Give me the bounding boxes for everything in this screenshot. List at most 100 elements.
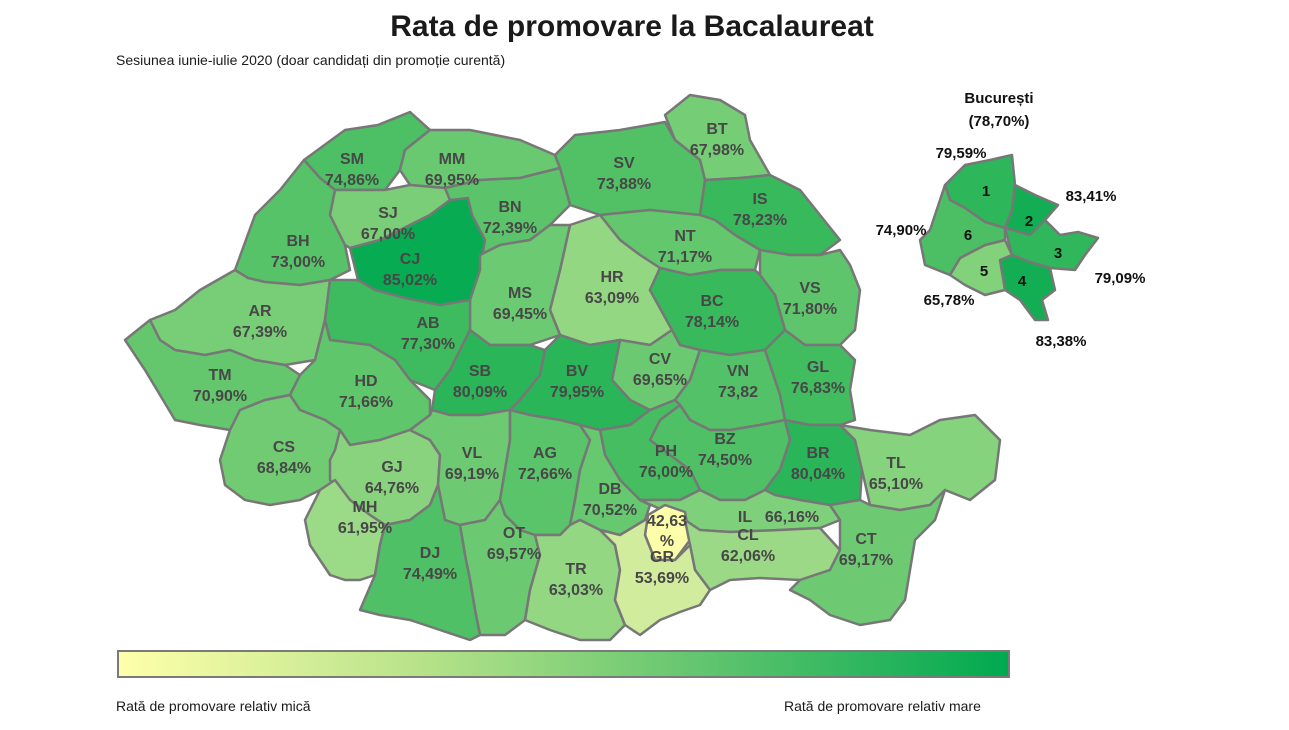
county-value-sm: 74,86% bbox=[325, 172, 379, 189]
county-code-ag: AG bbox=[533, 445, 557, 462]
county-value-unit-b: % bbox=[660, 533, 674, 550]
county-ct bbox=[788, 488, 947, 627]
county-value-gr: 53,69% bbox=[635, 570, 689, 587]
county-mh bbox=[303, 478, 387, 582]
county-value-bz: 74,50% bbox=[698, 452, 752, 469]
sector-value-2: 83,41% bbox=[1066, 188, 1117, 205]
legend-high-label: Rată de promovare relativ mare bbox=[784, 698, 981, 714]
county-value-hd: 71,66% bbox=[339, 394, 393, 411]
county-code-il: IL bbox=[738, 509, 752, 526]
county-code-db: DB bbox=[598, 481, 621, 498]
county-code-dj: DJ bbox=[420, 545, 440, 562]
county-value-ar: 67,39% bbox=[233, 324, 287, 341]
county-code-ab: AB bbox=[416, 315, 439, 332]
sector-value-3: 79,09% bbox=[1095, 270, 1146, 287]
county-value-ph: 76,00% bbox=[639, 464, 693, 481]
sector-number-3: 3 bbox=[1054, 245, 1062, 262]
legend-low-label: Rată de promovare relativ mică bbox=[116, 698, 311, 714]
county-tl bbox=[838, 413, 1002, 512]
county-code-mm: MM bbox=[439, 151, 466, 168]
county-code-ot: OT bbox=[503, 525, 525, 542]
county-code-br: BR bbox=[806, 445, 830, 462]
map-title: Rata de promovare la Bacalaureat bbox=[390, 10, 874, 43]
sector-number-2: 2 bbox=[1025, 213, 1033, 230]
sector-value-5: 65,78% bbox=[924, 292, 975, 309]
bucharest-title: București bbox=[964, 90, 1033, 107]
county-code-tl: TL bbox=[886, 455, 906, 472]
county-value-cv: 69,65% bbox=[633, 372, 687, 389]
county-value-cs: 68,84% bbox=[257, 460, 311, 477]
county-value-mh: 61,95% bbox=[338, 520, 392, 537]
county-value-vn: 73,82 bbox=[718, 384, 758, 401]
county-code-hr: HR bbox=[600, 269, 624, 286]
county-code-cs: CS bbox=[273, 439, 296, 456]
bucharest-value: (78,70%) bbox=[969, 113, 1030, 130]
county-value-il: 66,16% bbox=[765, 509, 819, 526]
county-value-tm: 70,90% bbox=[193, 388, 247, 405]
county-value-gj: 64,76% bbox=[365, 480, 419, 497]
county-value-is: 78,23% bbox=[733, 212, 787, 229]
county-value-sv: 73,88% bbox=[597, 176, 651, 193]
county-value-db: 70,52% bbox=[583, 502, 637, 519]
county-code-vl: VL bbox=[462, 445, 483, 462]
county-gr bbox=[598, 513, 712, 637]
county-code-ct: CT bbox=[855, 531, 877, 548]
county-code-sj: SJ bbox=[378, 205, 398, 222]
county-value-vl: 69,19% bbox=[445, 466, 499, 483]
county-value-tl: 65,10% bbox=[869, 476, 923, 493]
county-value-vs: 71,80% bbox=[783, 301, 837, 318]
county-value-ot: 69,57% bbox=[487, 546, 541, 563]
county-value-nt: 71,17% bbox=[658, 249, 712, 266]
county-value-bn: 72,39% bbox=[483, 220, 537, 237]
county-code-bh: BH bbox=[286, 233, 309, 250]
county-code-cl: CL bbox=[737, 527, 759, 544]
county-code-bz: BZ bbox=[714, 431, 736, 448]
county-code-cj: CJ bbox=[400, 251, 420, 268]
county-value-dj: 74,49% bbox=[403, 566, 457, 583]
county-value-br: 80,04% bbox=[791, 466, 845, 483]
county-code-is: IS bbox=[752, 191, 767, 208]
county-code-bv: BV bbox=[566, 363, 589, 380]
county-code-sb: SB bbox=[469, 363, 491, 380]
county-value-cl: 62,06% bbox=[721, 548, 775, 565]
sector-value-4: 83,38% bbox=[1036, 333, 1087, 350]
county-code-bt: BT bbox=[706, 121, 728, 138]
county-value-bv: 79,95% bbox=[550, 384, 604, 401]
county-value-ct: 69,17% bbox=[839, 552, 893, 569]
county-code-tm: TM bbox=[208, 367, 231, 384]
county-code-ar: AR bbox=[248, 303, 272, 320]
county-code-gl: GL bbox=[807, 359, 829, 376]
sector-value-1: 79,59% bbox=[936, 145, 987, 162]
county-code-vn: VN bbox=[727, 363, 749, 380]
county-value-tr: 63,03% bbox=[549, 582, 603, 599]
county-code-mh: MH bbox=[353, 499, 378, 516]
sector-6 bbox=[918, 183, 1007, 277]
county-code-bc: BC bbox=[700, 293, 724, 310]
county-value-bt: 67,98% bbox=[690, 142, 744, 159]
county-value-ag: 72,66% bbox=[518, 466, 572, 483]
county-dj bbox=[358, 483, 482, 642]
county-code-sm: SM bbox=[340, 151, 364, 168]
map-subtitle: Sesiunea iunie-iulie 2020 (doar candidaț… bbox=[116, 52, 506, 68]
county-value-cj: 85,02% bbox=[383, 272, 437, 289]
county-code-cv: CV bbox=[649, 351, 672, 368]
county-labels: SM 74,86% MM 69,95% BT 67,98% SV 73,88% IS 78,23%… bbox=[193, 121, 923, 599]
county-value-mm: 69,95% bbox=[425, 172, 479, 189]
county-code-sv: SV bbox=[613, 155, 635, 172]
county-value-b: 42,63 bbox=[647, 513, 687, 530]
sector-number-5: 5 bbox=[980, 263, 988, 280]
county-polygons bbox=[123, 93, 1002, 642]
county-code-hd: HD bbox=[354, 373, 377, 390]
county-value-bc: 78,14% bbox=[685, 314, 739, 331]
bucharest-inset: București (78,70%) 1 79,59% 2 83,41% 3 79,09% 4 8… bbox=[876, 90, 1146, 350]
county-value-ms: 69,45% bbox=[493, 306, 547, 323]
county-value-bh: 73,00% bbox=[271, 254, 325, 271]
county-code-tr: TR bbox=[565, 561, 587, 578]
legend-color-bar bbox=[117, 650, 1010, 678]
county-value-sb: 80,09% bbox=[453, 384, 507, 401]
county-code-vs: VS bbox=[799, 280, 821, 297]
sector-number-4: 4 bbox=[1018, 273, 1027, 290]
county-code-gj: GJ bbox=[381, 459, 402, 476]
sector-number-1: 1 bbox=[982, 183, 990, 200]
